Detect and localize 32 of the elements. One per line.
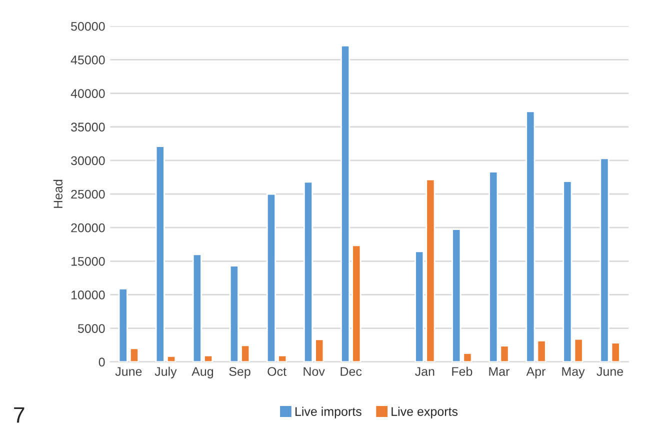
y-tick-label: 10000: [71, 290, 105, 300]
x-tick-label: Aug: [192, 367, 214, 378]
x-tick-label: Sep: [229, 367, 250, 378]
legend-label: Live exports: [392, 406, 458, 418]
y-tick-label: 25000: [71, 190, 105, 199]
x-tick-label: Nov: [304, 367, 325, 376]
legend-label: Live imports: [296, 406, 362, 418]
x-tick-label: Dec: [340, 367, 362, 376]
bar: [536, 340, 546, 362]
y-axis-title: Head: [53, 180, 63, 208]
y-tick-label: 40000: [70, 89, 105, 98]
y-tick-label: 0: [98, 358, 105, 367]
text: 7: [14, 407, 24, 423]
x-tick-label: June: [115, 367, 142, 376]
x-tick-label: Apr: [526, 367, 546, 378]
y-tick-label: 45000: [70, 56, 105, 64]
x-tick-label: July: [154, 366, 177, 378]
x-tick-label: Mar: [489, 367, 510, 376]
y-tick-label: 5000: [78, 324, 105, 333]
x-tick-label: Feb: [452, 366, 472, 376]
x-tick-label: Oct: [268, 367, 286, 376]
bar: [526, 110, 536, 362]
x-tick-label: May: [562, 367, 585, 378]
y-tick-label: 50000: [71, 22, 105, 31]
y-tick-label: 20000: [71, 223, 105, 232]
x-tick-label: June: [596, 367, 624, 376]
bar: [574, 338, 584, 362]
y-tick-label: 15000: [71, 256, 105, 266]
x-tick-label: Jan: [415, 367, 434, 376]
bar: [562, 180, 572, 362]
y-tick-label: 30000: [71, 156, 105, 166]
y-tick-label: 35000: [71, 122, 105, 132]
